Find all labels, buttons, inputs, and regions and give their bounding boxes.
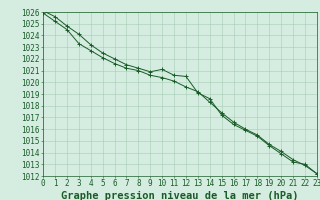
X-axis label: Graphe pression niveau de la mer (hPa): Graphe pression niveau de la mer (hPa): [61, 191, 299, 200]
